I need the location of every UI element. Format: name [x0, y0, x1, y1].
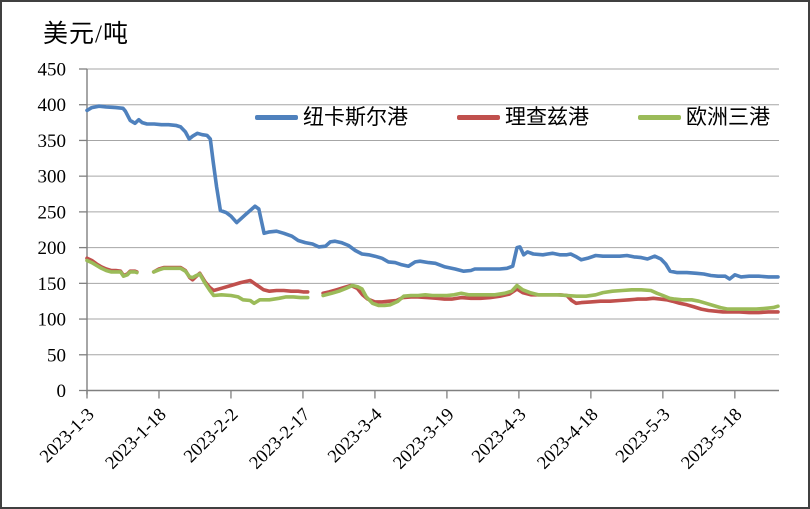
legend-line-swatch-green: [638, 115, 681, 120]
y-tick-label: 450: [38, 60, 67, 81]
legend: 纽卡斯尔港 理查兹港 欧洲三港: [255, 107, 770, 128]
y-tick-label: 400: [38, 95, 67, 116]
series-line-europe-three-ports: [321, 283, 780, 311]
series-line-europe-three-ports: [151, 266, 310, 306]
y-tick-label: 250: [38, 202, 67, 223]
x-tick-label: 2023-3-4: [324, 405, 386, 467]
legend-item-newcastle: 纽卡斯尔港: [255, 107, 408, 128]
legend-line-swatch-red: [457, 115, 500, 120]
y-tick-label: 0: [57, 381, 67, 402]
x-tick-label: 2023-5-3: [612, 405, 674, 467]
x-tick-label: 2023-5-18: [678, 405, 747, 474]
legend-item-richards-bay: 理查兹港: [457, 107, 589, 128]
series-line-richards-bay: [321, 283, 780, 315]
chart-title: 美元/吨: [43, 21, 129, 48]
legend-label: 欧洲三港: [686, 105, 770, 129]
y-tick-label: 100: [38, 310, 67, 331]
y-tick-label: 350: [38, 131, 67, 152]
x-tick-label: 2023-2-2: [180, 405, 242, 467]
legend-label: 纽卡斯尔港: [303, 105, 408, 129]
x-tick-label: 2023-2-17: [246, 405, 315, 474]
x-tick-label: 2023-1-18: [102, 405, 171, 474]
x-tick-label: 2023-1-3: [36, 405, 98, 467]
y-tick-label: 200: [38, 238, 67, 259]
series-line-richards-bay: [151, 265, 310, 294]
y-tick-label: 300: [38, 167, 67, 188]
legend-item-europe-three-ports: 欧洲三港: [638, 107, 770, 128]
x-tick-label: 2023-4-18: [534, 405, 603, 474]
y-tick-label: 50: [47, 345, 66, 366]
series-line-newcastle: [85, 104, 780, 281]
x-tick-label: 2023-3-19: [390, 405, 459, 474]
legend-line-swatch-blue: [255, 115, 298, 120]
x-tick-label: 2023-4-3: [468, 405, 530, 467]
legend-label: 理查兹港: [505, 105, 589, 129]
y-tick-label: 150: [38, 274, 67, 295]
series-line-europe-three-ports: [85, 258, 139, 279]
